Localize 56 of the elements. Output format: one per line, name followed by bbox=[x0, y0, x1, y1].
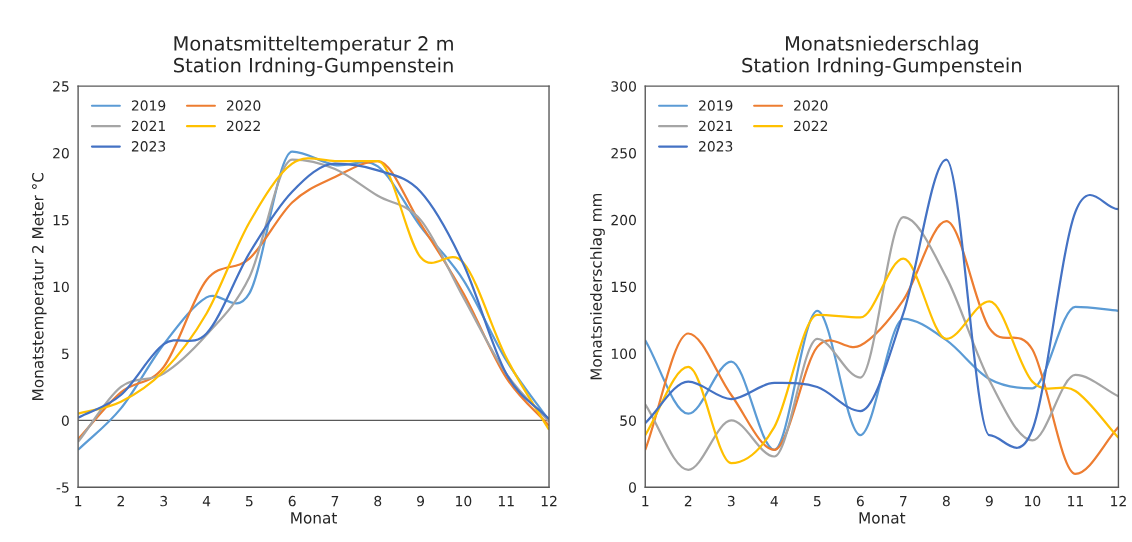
x-tick-label: 5 bbox=[813, 496, 821, 507]
x-tick-label: 4 bbox=[770, 496, 778, 507]
x-tick-label: 11 bbox=[498, 496, 514, 507]
x-tick-label: 1 bbox=[642, 496, 649, 507]
chart-title: Monatsmitteltemperatur 2 m Station Irdning-Gumpenstein bbox=[174, 35, 453, 77]
x-tick-label: 1 bbox=[75, 496, 82, 507]
legend-label: 2023 bbox=[699, 141, 733, 152]
x-tick-label: 2 bbox=[684, 495, 692, 507]
x-tick-label: 8 bbox=[374, 495, 382, 507]
y-tick-label: 25 bbox=[53, 81, 69, 92]
y-tick-label: 200 bbox=[611, 214, 636, 226]
x-tick-label: 3 bbox=[727, 495, 735, 507]
y-tick-label: 15 bbox=[53, 215, 69, 226]
x-tick-label: 6 bbox=[288, 495, 296, 507]
x-axis-title: Monat bbox=[859, 512, 906, 524]
line-series bbox=[645, 257, 1119, 465]
x-tick-label: 6 bbox=[856, 495, 864, 507]
x-tick-label: 8 bbox=[942, 495, 950, 507]
y-tick-label: 10 bbox=[53, 281, 69, 293]
y-tick-label: 0 bbox=[61, 415, 69, 426]
x-tick-label: 9 bbox=[417, 495, 425, 507]
y-tick-label: 150 bbox=[611, 281, 636, 293]
line-series bbox=[645, 305, 1119, 451]
legend-label: 2019 bbox=[131, 100, 166, 111]
x-tick-label: 10 bbox=[1025, 495, 1041, 507]
x-tick-label: 11 bbox=[1068, 496, 1083, 507]
y-tick-label: 0 bbox=[628, 482, 636, 493]
legend-label: 2021 bbox=[699, 120, 733, 132]
x-tick-label: 2 bbox=[117, 495, 124, 507]
legend-label: 2020 bbox=[794, 100, 828, 111]
y-tick-label: 5 bbox=[62, 348, 69, 360]
y-axis-title: Monatsniederschlag mm bbox=[590, 193, 605, 380]
y-tick-label: 50 bbox=[620, 415, 636, 426]
y-tick-label: 300 bbox=[611, 81, 636, 92]
legend-label: 2022 bbox=[794, 120, 828, 132]
y-tick-label: 20 bbox=[53, 147, 69, 159]
legend-label: 2022 bbox=[226, 120, 260, 132]
x-tick-label: 7 bbox=[900, 496, 907, 507]
y-tick-label: -5 bbox=[56, 482, 69, 493]
y-tick-label: 250 bbox=[611, 147, 636, 159]
y-tick-label: 100 bbox=[611, 348, 636, 360]
legend-label: 2019 bbox=[699, 100, 733, 111]
x-tick-label: 7 bbox=[331, 496, 339, 507]
legend-label: 2021 bbox=[131, 120, 165, 132]
x-tick-label: 3 bbox=[160, 495, 168, 507]
x-tick-label: 5 bbox=[246, 496, 253, 507]
y-axis-title: Monatstemperatur 2 Meter °C bbox=[32, 172, 47, 400]
x-tick-label: 12 bbox=[541, 495, 557, 507]
legend-label: 2020 bbox=[226, 100, 261, 111]
x-tick-label: 9 bbox=[985, 495, 993, 507]
chart-title: Monatsniederschlag Station Irdning-Gumpenstein bbox=[742, 35, 1021, 77]
legend-label: 2023 bbox=[131, 141, 166, 152]
x-tick-label: 4 bbox=[202, 496, 211, 507]
x-tick-label: 10 bbox=[456, 495, 472, 507]
x-axis-title: Monat bbox=[291, 512, 337, 524]
x-tick-label: 12 bbox=[1111, 495, 1126, 507]
